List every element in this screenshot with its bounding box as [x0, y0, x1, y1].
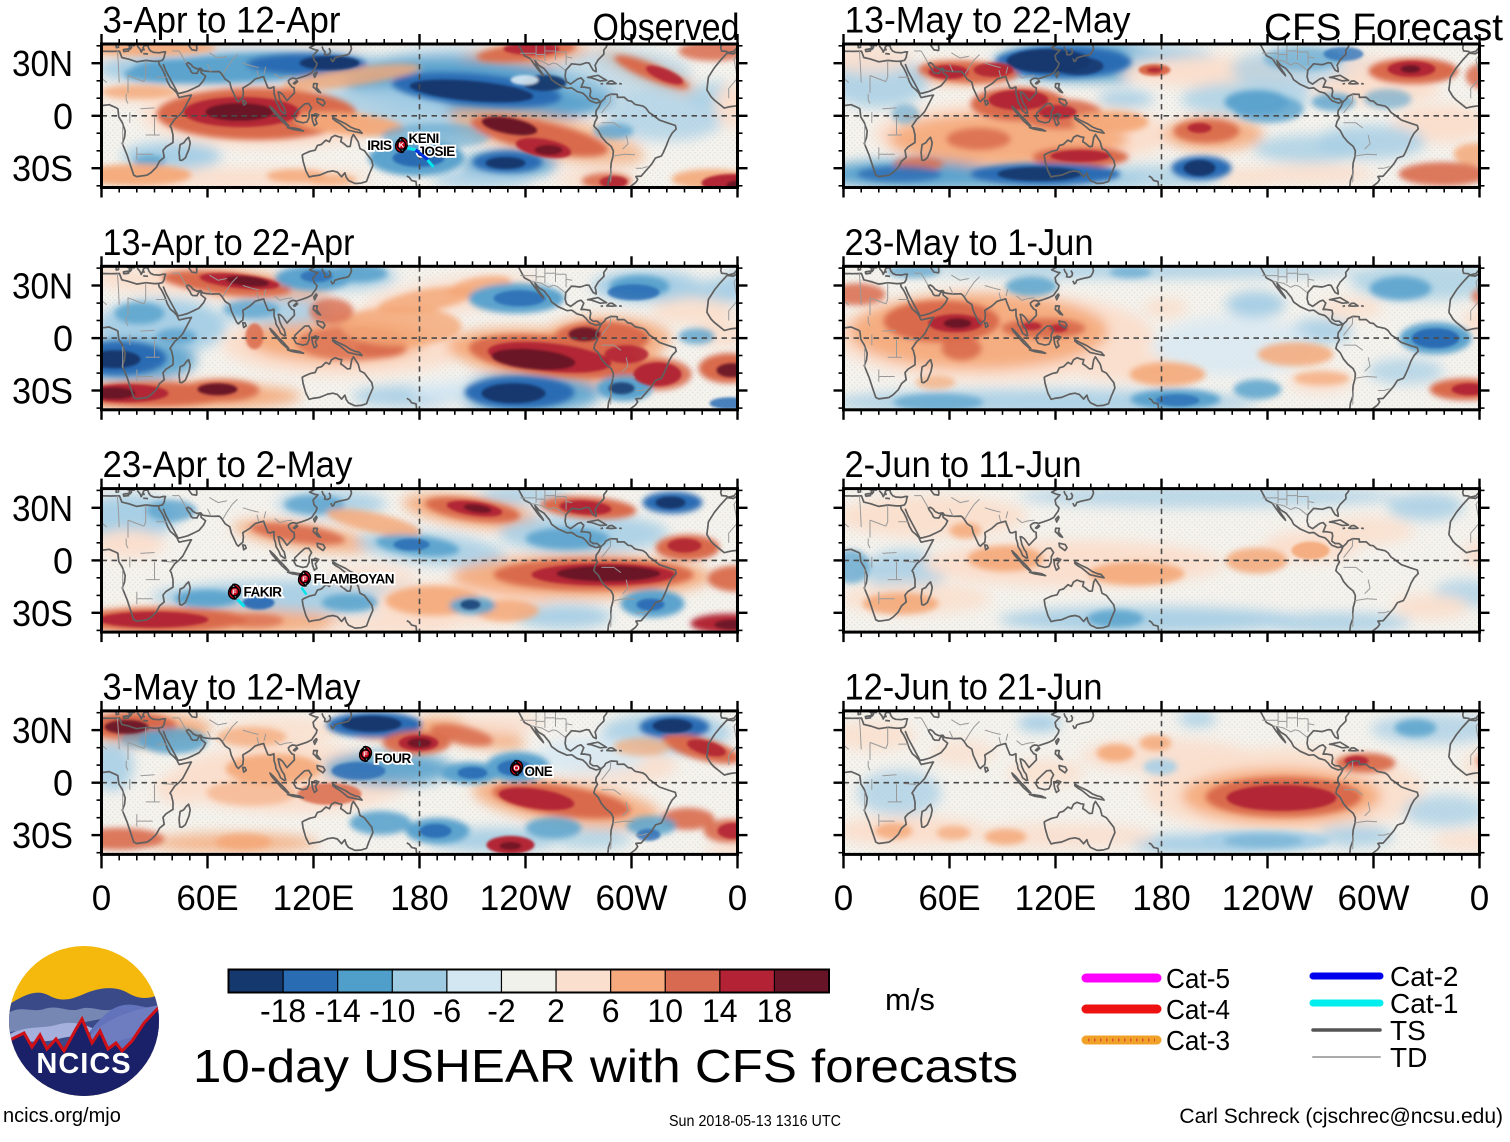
svg-text:2: 2: [547, 993, 565, 1029]
svg-text:3-May to 12-May: 3-May to 12-May: [103, 666, 361, 707]
svg-text:23-Apr to 2-May: 23-Apr to 2-May: [103, 444, 353, 485]
svg-text:30S: 30S: [12, 148, 73, 189]
svg-text:-10: -10: [369, 993, 415, 1029]
svg-text:0: 0: [53, 318, 73, 359]
svg-text:-6: -6: [433, 993, 461, 1029]
svg-text:CFS Forecast: CFS Forecast: [1264, 7, 1503, 49]
svg-text:Carl Schreck (cjschrec@ncsu.ed: Carl Schreck (cjschrec@ncsu.edu): [1179, 1105, 1503, 1128]
svg-text:-18: -18: [260, 993, 306, 1029]
svg-text:180: 180: [390, 879, 448, 918]
svg-text:JOSIE: JOSIE: [418, 144, 456, 159]
svg-text:120W: 120W: [480, 879, 571, 918]
svg-text:30N: 30N: [12, 488, 73, 529]
svg-text:14: 14: [702, 993, 738, 1029]
svg-text:10: 10: [647, 993, 683, 1029]
svg-text:F: F: [302, 574, 307, 583]
svg-text:F: F: [232, 587, 237, 596]
svg-text:120E: 120E: [1015, 879, 1097, 918]
svg-text:0: 0: [834, 879, 853, 918]
svg-text:K: K: [399, 141, 405, 150]
svg-text:13-May to 22-May: 13-May to 22-May: [845, 0, 1131, 41]
svg-text:60E: 60E: [176, 879, 238, 918]
svg-text:6: 6: [602, 993, 620, 1029]
svg-text:10-day USHEAR with CFS forecas: 10-day USHEAR with CFS forecasts: [193, 1040, 1018, 1092]
svg-text:0: 0: [728, 879, 747, 918]
svg-text:120W: 120W: [1222, 879, 1313, 918]
svg-text:Sun 2018-05-13 1316 UTC: Sun 2018-05-13 1316 UTC: [669, 1113, 841, 1130]
svg-text:60W: 60W: [596, 879, 668, 918]
svg-text:O: O: [514, 764, 520, 773]
svg-text:30N: 30N: [12, 266, 73, 307]
svg-text:IRIS: IRIS: [367, 138, 392, 153]
svg-text:30S: 30S: [12, 593, 73, 634]
svg-text:30S: 30S: [12, 371, 73, 412]
svg-text:KENI: KENI: [409, 131, 439, 146]
svg-text:180: 180: [1132, 879, 1190, 918]
svg-text:30N: 30N: [12, 43, 73, 84]
svg-text:30N: 30N: [12, 710, 73, 751]
svg-text:23-May to 1-Jun: 23-May to 1-Jun: [845, 222, 1094, 263]
svg-text:FAKIR: FAKIR: [244, 585, 283, 600]
svg-text:TS: TS: [1390, 1015, 1426, 1046]
svg-text:30S: 30S: [12, 815, 73, 856]
svg-text:F: F: [363, 750, 368, 759]
svg-text:ONE: ONE: [525, 764, 553, 779]
svg-text:60E: 60E: [918, 879, 980, 918]
svg-text:m/s: m/s: [885, 982, 935, 1017]
svg-text:-2: -2: [487, 993, 515, 1029]
svg-text:0: 0: [1470, 879, 1489, 918]
svg-text:0: 0: [53, 96, 73, 137]
svg-text:3-Apr to 12-Apr: 3-Apr to 12-Apr: [103, 0, 341, 41]
svg-text:FOUR: FOUR: [375, 751, 412, 766]
svg-text:2-Jun to 11-Jun: 2-Jun to 11-Jun: [845, 444, 1082, 485]
svg-text:Cat-2: Cat-2: [1390, 961, 1458, 992]
svg-text:Cat-4: Cat-4: [1166, 994, 1230, 1025]
svg-text:120E: 120E: [273, 879, 355, 918]
svg-text:TD: TD: [1390, 1042, 1427, 1073]
svg-text:Observed: Observed: [593, 7, 740, 49]
svg-text:NCICS: NCICS: [36, 1048, 131, 1080]
svg-text:60W: 60W: [1338, 879, 1410, 918]
svg-text:13-Apr to 22-Apr: 13-Apr to 22-Apr: [103, 222, 355, 263]
svg-text:Cat-3: Cat-3: [1166, 1025, 1230, 1056]
svg-text:0: 0: [53, 763, 73, 804]
svg-text:0: 0: [92, 879, 111, 918]
svg-text:18: 18: [757, 993, 793, 1029]
svg-text:Cat-1: Cat-1: [1390, 988, 1458, 1019]
svg-text:Cat-5: Cat-5: [1166, 963, 1230, 994]
svg-text:-14: -14: [315, 993, 361, 1029]
svg-text:FLAMBOYAN: FLAMBOYAN: [314, 572, 395, 587]
svg-text:12-Jun to 21-Jun: 12-Jun to 21-Jun: [845, 666, 1103, 707]
svg-text:0: 0: [53, 540, 73, 581]
svg-text:ncics.org/mjo: ncics.org/mjo: [3, 1105, 121, 1127]
